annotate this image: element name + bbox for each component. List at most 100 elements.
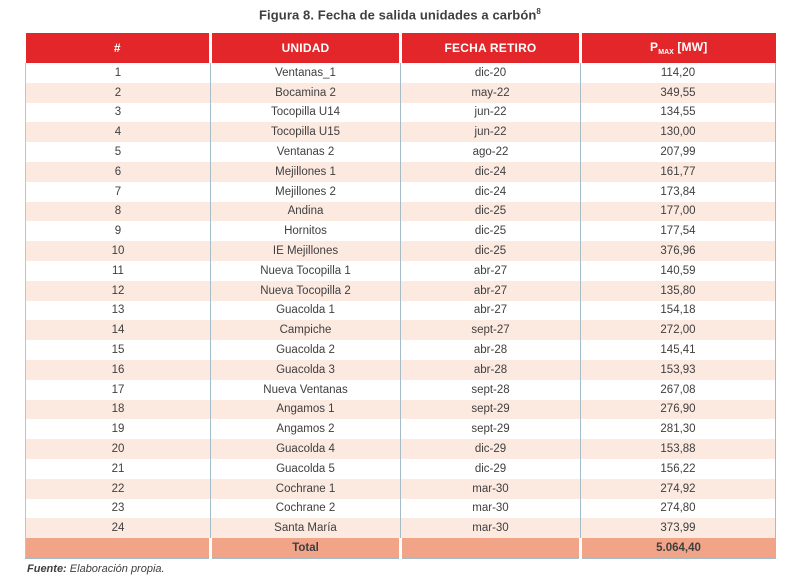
cell-fecha-retiro: abr-28 — [400, 359, 581, 380]
cell-num: 1 — [25, 63, 211, 83]
table-header: # UNIDAD FECHA RETIRO PMAX [MW] — [25, 33, 776, 63]
header-pmax-symbol: P — [650, 40, 659, 54]
cell-pmax: 177,54 — [580, 221, 776, 242]
total-row: Total 5.064,40 — [25, 538, 776, 559]
header-pmax-subscript: MAX — [658, 49, 674, 56]
table-row: 7 Mejillones 2 dic-24 173,84 — [25, 181, 776, 202]
cell-num: 7 — [25, 181, 211, 202]
cell-fecha-retiro: mar-30 — [400, 518, 581, 539]
cell-num: 15 — [25, 340, 211, 360]
cell-unidad: Angamos 2 — [210, 419, 401, 440]
cell-unidad: Mejillones 1 — [210, 161, 401, 182]
cell-fecha-retiro: abr-27 — [400, 260, 581, 281]
cell-unidad: Andina — [210, 201, 401, 222]
header-num: # — [25, 33, 211, 63]
cell-pmax: 145,41 — [580, 340, 776, 360]
table-row: 1 Ventanas_1 dic-20 114,20 — [25, 63, 776, 83]
table-row: 2 Bocamina 2 may-22 349,55 — [25, 82, 776, 103]
cell-unidad: Guacolda 5 — [210, 458, 401, 479]
cell-fecha-retiro: abr-27 — [400, 300, 581, 321]
cell-fecha-retiro: dic-25 — [400, 241, 581, 261]
cell-num: 22 — [25, 478, 211, 499]
table-row: 11 Nueva Tocopilla 1 abr-27 140,59 — [25, 260, 776, 281]
header-fecha-retiro: FECHA RETIRO — [399, 33, 581, 63]
cell-pmax: 134,55 — [580, 102, 776, 123]
source-text: Elaboración propia. — [66, 563, 165, 575]
total-cell-fecha — [399, 538, 581, 559]
cell-num: 4 — [25, 122, 211, 143]
cell-pmax: 161,77 — [580, 161, 776, 182]
cell-num: 6 — [25, 161, 211, 182]
figure-title: Figura 8. Fecha de salida unidades a car… — [0, 7, 800, 22]
cell-pmax: 114,20 — [580, 63, 776, 83]
cell-unidad: Campiche — [210, 320, 401, 341]
cell-unidad: Guacolda 3 — [210, 359, 401, 380]
cell-num: 24 — [25, 518, 211, 539]
cell-num: 23 — [25, 498, 211, 519]
cell-fecha-retiro: dic-24 — [400, 161, 581, 182]
cell-unidad: Guacolda 2 — [210, 340, 401, 360]
cell-pmax: 276,90 — [580, 399, 776, 420]
cell-num: 2 — [25, 82, 211, 103]
header-pmax: PMAX [MW] — [579, 33, 776, 63]
cell-fecha-retiro: may-22 — [400, 82, 581, 103]
cell-pmax: 153,93 — [580, 359, 776, 380]
cell-pmax: 281,30 — [580, 419, 776, 440]
cell-num: 10 — [25, 241, 211, 261]
table-row: 22 Cochrane 1 mar-30 274,92 — [25, 478, 776, 499]
cell-unidad: Cochrane 1 — [210, 478, 401, 499]
cell-fecha-retiro: dic-25 — [400, 221, 581, 242]
cell-pmax: 274,80 — [580, 498, 776, 519]
table-row: 16 Guacolda 3 abr-28 153,93 — [25, 359, 776, 380]
cell-fecha-retiro: jun-22 — [400, 102, 581, 123]
table-row: 21 Guacolda 5 dic-29 156,22 — [25, 458, 776, 479]
cell-unidad: Tocopilla U14 — [210, 102, 401, 123]
cell-pmax: 267,08 — [580, 379, 776, 400]
cell-num: 20 — [25, 439, 211, 459]
cell-unidad: Bocamina 2 — [210, 82, 401, 103]
table-row: 13 Guacolda 1 abr-27 154,18 — [25, 300, 776, 321]
total-cell-num — [25, 538, 211, 559]
cell-fecha-retiro: dic-29 — [400, 439, 581, 459]
cell-unidad: Hornitos — [210, 221, 401, 242]
table-row: 23 Cochrane 2 mar-30 274,80 — [25, 498, 776, 519]
cell-fecha-retiro: jun-22 — [400, 122, 581, 143]
cell-fecha-retiro: abr-28 — [400, 340, 581, 360]
cell-unidad: Guacolda 4 — [210, 439, 401, 459]
cell-unidad: Cochrane 2 — [210, 498, 401, 519]
table-row: 18 Angamos 1 sept-29 276,90 — [25, 399, 776, 420]
cell-num: 9 — [25, 221, 211, 242]
cell-pmax: 154,18 — [580, 300, 776, 321]
cell-num: 17 — [25, 379, 211, 400]
cell-fecha-retiro: sept-28 — [400, 379, 581, 400]
cell-pmax: 177,00 — [580, 201, 776, 222]
cell-fecha-retiro: dic-24 — [400, 181, 581, 202]
cell-pmax: 274,92 — [580, 478, 776, 499]
cell-num: 5 — [25, 142, 211, 162]
cell-fecha-retiro: ago-22 — [400, 142, 581, 162]
cell-fecha-retiro: abr-27 — [400, 280, 581, 301]
cell-pmax: 207,99 — [580, 142, 776, 162]
table-row: 20 Guacolda 4 dic-29 153,88 — [25, 439, 776, 459]
header-row: # UNIDAD FECHA RETIRO PMAX [MW] — [25, 33, 776, 63]
table-row: 24 Santa María mar-30 373,99 — [25, 518, 776, 539]
total-cell-value: 5.064,40 — [579, 538, 776, 559]
header-unidad: UNIDAD — [209, 33, 401, 63]
source-label: Fuente: — [27, 563, 67, 575]
cell-num: 3 — [25, 102, 211, 123]
cell-pmax: 173,84 — [580, 181, 776, 202]
cell-unidad: Ventanas_1 — [210, 63, 401, 83]
cell-num: 13 — [25, 300, 211, 321]
table-row: 8 Andina dic-25 177,00 — [25, 201, 776, 222]
cell-pmax: 373,99 — [580, 518, 776, 539]
cell-unidad: Mejillones 2 — [210, 181, 401, 202]
cell-unidad: IE Mejillones — [210, 241, 401, 261]
table-row: 17 Nueva Ventanas sept-28 267,08 — [25, 379, 776, 400]
cell-pmax: 130,00 — [580, 122, 776, 143]
cell-unidad: Tocopilla U15 — [210, 122, 401, 143]
table-row: 5 Ventanas 2 ago-22 207,99 — [25, 142, 776, 162]
cell-fecha-retiro: sept-29 — [400, 419, 581, 440]
cell-num: 21 — [25, 458, 211, 479]
cell-unidad: Ventanas 2 — [210, 142, 401, 162]
